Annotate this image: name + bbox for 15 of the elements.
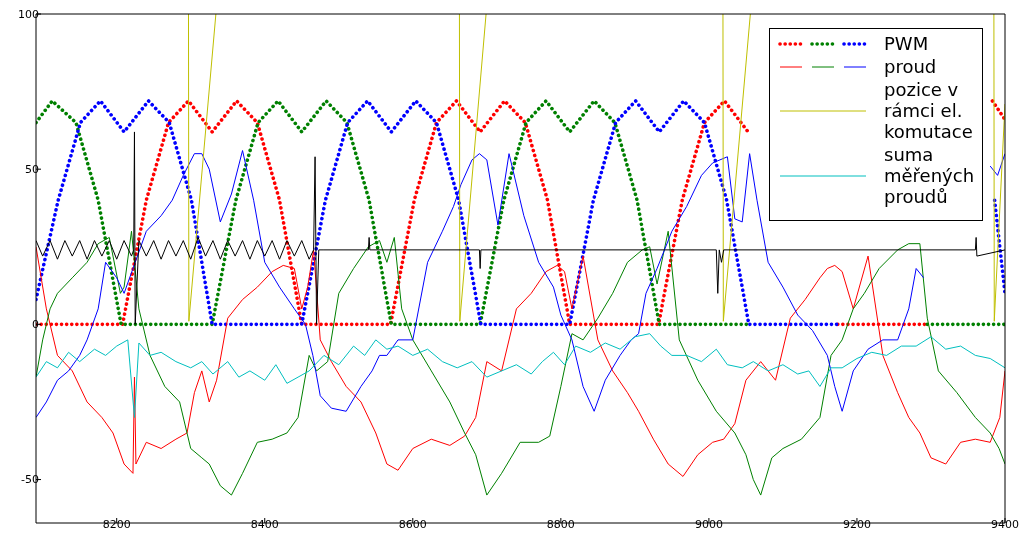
x-tick-label: 8400: [250, 517, 279, 531]
y-tick-label: 0: [32, 318, 39, 332]
legend-label: suma měřených proudů: [884, 144, 976, 207]
x-tick-label: 8800: [546, 517, 575, 531]
x-tick-label: 9400: [991, 517, 1019, 531]
legend-label: proud: [884, 56, 938, 77]
x-tick-label: 9200: [842, 517, 871, 531]
line-series: [36, 333, 1005, 418]
x-tick-label: 8600: [398, 517, 427, 531]
legend-label: PWM: [884, 33, 930, 54]
y-tick-label: -50: [21, 473, 39, 487]
x-tick-label: 9000: [694, 517, 723, 531]
y-tick-label: 100: [18, 7, 39, 21]
x-tick-label: 8200: [102, 517, 131, 531]
y-tick-label: 50: [25, 163, 39, 177]
